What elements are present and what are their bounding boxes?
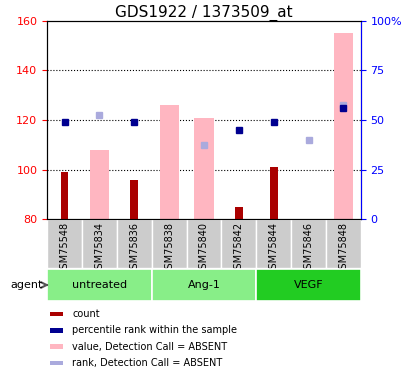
Text: GSM75838: GSM75838 [164,222,174,275]
Bar [151,269,256,301]
Bar [256,219,290,268]
Bar [256,269,360,301]
Text: VEGF: VEGF [293,280,323,290]
Bar [221,219,256,268]
Bar [151,219,186,268]
Bar [61,172,68,219]
Bar [325,219,360,268]
Text: rank, Detection Call = ABSENT: rank, Detection Call = ABSENT [72,358,222,368]
Bar [90,150,109,219]
Bar [47,269,151,301]
Bar [333,33,352,219]
Text: untreated: untreated [72,280,127,290]
Text: agent: agent [11,280,43,290]
Bar [47,219,82,268]
Text: percentile rank within the sample: percentile rank within the sample [72,325,237,335]
Bar [50,328,63,333]
Text: GSM75848: GSM75848 [337,222,348,275]
Text: GSM75846: GSM75846 [303,222,313,275]
Bar [269,167,277,219]
Bar [234,207,242,219]
Bar [117,219,151,268]
Title: GDS1922 / 1373509_at: GDS1922 / 1373509_at [115,4,292,21]
Bar [194,117,213,219]
Text: count: count [72,309,100,319]
Text: GSM75844: GSM75844 [268,222,278,275]
Bar [50,312,63,316]
Text: GSM75834: GSM75834 [94,222,104,275]
Text: GSM75840: GSM75840 [198,222,209,275]
Bar [290,219,325,268]
Text: GSM75842: GSM75842 [233,222,243,275]
Text: value, Detection Call = ABSENT: value, Detection Call = ABSENT [72,342,227,352]
Bar [50,361,63,365]
Text: GSM75836: GSM75836 [129,222,139,275]
Bar [159,105,178,219]
Bar [82,219,117,268]
Text: Ang-1: Ang-1 [187,280,220,290]
Bar [130,180,138,219]
Bar [50,344,63,349]
Text: GSM75548: GSM75548 [59,222,70,275]
Bar [186,219,221,268]
